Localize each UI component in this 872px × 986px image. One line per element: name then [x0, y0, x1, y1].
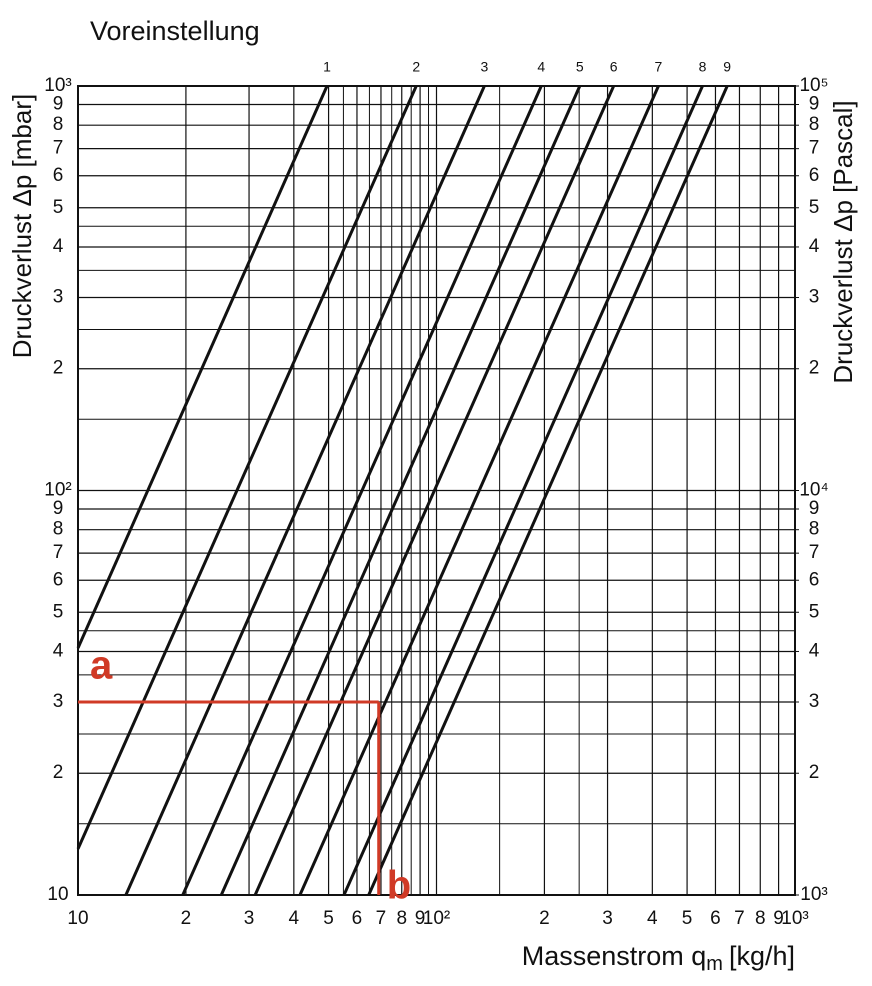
x-tick-label: 10² [423, 908, 450, 929]
y-tick-label: 6 [53, 569, 64, 590]
plot-frame [77, 85, 796, 896]
y-tick-label: 3 [53, 287, 64, 308]
y2-tick-label: 8 [809, 519, 820, 540]
x-tick-label: 3 [244, 908, 255, 929]
y2-tick-label: 9 [809, 498, 820, 519]
y-tick-label: 4 [53, 640, 64, 661]
preset-line [342, 85, 704, 896]
y2-tick-label: 10⁵ [799, 75, 828, 96]
preset-line [124, 85, 486, 896]
y-tick-label: 5 [53, 601, 64, 622]
y-axis-label: Druckverlust Δp [mbar] [7, 94, 37, 358]
x-tick-label: 5 [682, 908, 693, 929]
y2-tick-label: 3 [809, 691, 820, 712]
preset-line [181, 85, 543, 896]
y-tick-label: 4 [53, 236, 64, 257]
annotation-label: a [90, 644, 113, 688]
y2-tick-label: 4 [809, 640, 820, 661]
chart-title: Voreinstellung [90, 16, 260, 46]
y-tick-label: 5 [53, 197, 64, 218]
x-label-unit: [kg/h] [729, 941, 795, 971]
preset-label: 2 [412, 59, 420, 75]
preset-label: 5 [576, 59, 584, 75]
x-tick-label: 2 [181, 908, 192, 929]
y2-tick-label: 8 [809, 114, 820, 135]
x-axis-label: Massenstrom qm [kg/h] [522, 941, 795, 975]
y-tick-label: 8 [53, 519, 64, 540]
x-tick-label: 2 [539, 908, 550, 929]
x-tick-label: 6 [710, 908, 721, 929]
y-tick-label: 10 [47, 884, 68, 905]
y2-axis-label: Druckverlust Δp [Pascal] [828, 100, 858, 383]
y2-tick-label: 2 [809, 358, 820, 379]
x-tick-label: 8 [755, 908, 766, 929]
preset-line [76, 85, 418, 850]
preset-label: 7 [655, 59, 663, 75]
y-tick-label: 8 [53, 114, 64, 135]
y-tick-label: 9 [53, 94, 64, 115]
y2-tick-label: 6 [809, 569, 820, 590]
x-tick-label: 4 [647, 908, 658, 929]
y2-tick-label: 5 [809, 601, 820, 622]
y-tick-label: 6 [53, 165, 64, 186]
preset-label: 1 [323, 59, 331, 75]
y2-tick-label: 10³ [800, 884, 827, 905]
x-label-text: Massenstrom q [522, 941, 707, 971]
y2-tick-label: 10⁴ [799, 480, 828, 501]
preset-line [367, 85, 729, 896]
y2-tick-label: 2 [809, 762, 820, 783]
x-tick-label: 10 [67, 908, 88, 929]
preset-label: 8 [699, 59, 707, 75]
preset-line [298, 85, 660, 896]
preset-label: 3 [480, 59, 488, 75]
x-tick-label: 9 [415, 908, 426, 929]
x-tick-label: 8 [396, 908, 407, 929]
x-label-sub: m [706, 953, 723, 975]
y-tick-label: 10³ [44, 75, 71, 96]
x-tick-label: 7 [734, 908, 745, 929]
preset-line [219, 85, 582, 896]
x-tick-label: 3 [602, 908, 613, 929]
x-tick-label: 7 [376, 908, 387, 929]
preset-line [253, 85, 616, 896]
x-tick-label: 4 [289, 908, 300, 929]
annotation-label: b [387, 864, 411, 908]
y2-tick-label: 7 [809, 138, 820, 159]
y-tick-label: 7 [53, 542, 64, 563]
preset-label: 4 [537, 59, 545, 75]
y2-tick-label: 6 [809, 165, 820, 186]
y-tick-label: 9 [53, 498, 64, 519]
y2-tick-label: 5 [809, 197, 820, 218]
x-tick-label: 9 [773, 908, 784, 929]
y-tick-label: 10² [44, 480, 71, 501]
y-tick-label: 2 [53, 762, 64, 783]
x-tick-label: 10³ [781, 908, 808, 929]
y-tick-label: 2 [53, 358, 64, 379]
y2-tick-label: 3 [809, 287, 820, 308]
preset-line [76, 85, 329, 649]
y2-tick-label: 9 [809, 94, 820, 115]
preset-label: 9 [723, 59, 731, 75]
x-tick-label: 6 [352, 908, 363, 929]
y2-tick-label: 4 [809, 236, 820, 257]
y2-tick-label: 7 [809, 542, 820, 563]
preset-label: 6 [610, 59, 618, 75]
y-tick-label: 3 [53, 691, 64, 712]
y-tick-label: 7 [53, 138, 64, 159]
x-tick-label: 5 [323, 908, 334, 929]
